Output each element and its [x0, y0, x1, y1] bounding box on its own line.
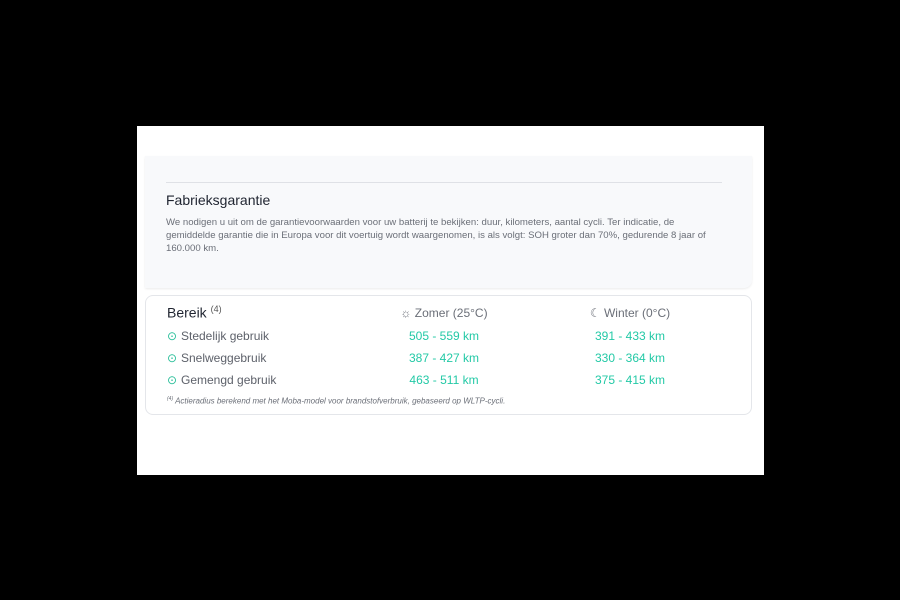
- divider: [166, 182, 722, 183]
- row-label: Snelweggebruik: [181, 351, 267, 365]
- winter-value: 375 - 415 km: [594, 373, 666, 387]
- warranty-card: Fabrieksgarantie We nodigen u uit om de …: [145, 156, 752, 288]
- row-label: Gemengd gebruik: [181, 373, 277, 387]
- moon-icon: ☾: [589, 306, 601, 320]
- range-title: Bereik (4): [167, 304, 222, 321]
- winter-value: 391 - 433 km: [594, 329, 666, 343]
- location-pin-icon: ⊙: [167, 329, 178, 343]
- winter-value: 330 - 364 km: [594, 351, 666, 365]
- table-row: ⊙ Stedelijk gebruik 505 - 559 km 391 - 43…: [167, 329, 747, 347]
- footnote-text: Actieradius berekend met het Moba-model …: [175, 396, 506, 406]
- column-summer-label: Zomer (25°C): [414, 306, 488, 320]
- summer-value: 463 - 511 km: [409, 373, 479, 387]
- summer-value: 505 - 559 km: [408, 329, 480, 343]
- warranty-title: Fabrieksgarantie: [166, 192, 271, 208]
- sun-icon: ☼: [400, 306, 412, 320]
- column-winter: ☾ Winter (0°C): [550, 306, 710, 320]
- location-pin-icon: ⊙: [167, 373, 178, 387]
- footnote-marker: (4): [210, 304, 222, 314]
- range-card: Bereik (4) ☼ Zomer (25°C) ☾ Winter (0°C)…: [145, 295, 752, 415]
- footnote-marker: (4): [167, 396, 174, 402]
- range-title-text: Bereik: [167, 304, 207, 321]
- table-row: ⊙ Gemengd gebruik 463 - 511 km 375 - 415 …: [167, 373, 747, 391]
- table-row: ⊙ Snelweggebruik 387 - 427 km 330 - 364 k…: [167, 351, 747, 369]
- column-winter-label: Winter (0°C): [603, 306, 671, 320]
- footnote: (4) Actieradius berekend met het Moba-mo…: [167, 396, 505, 406]
- row-label: Stedelijk gebruik: [181, 329, 270, 343]
- location-pin-icon: ⊙: [167, 351, 178, 365]
- column-summer: ☼ Zomer (25°C): [364, 306, 524, 320]
- content-area: Fabrieksgarantie We nodigen u uit om de …: [137, 126, 764, 475]
- summer-value: 387 - 427 km: [408, 351, 480, 365]
- warranty-text: We nodigen u uit om de garantievoorwaard…: [166, 217, 706, 254]
